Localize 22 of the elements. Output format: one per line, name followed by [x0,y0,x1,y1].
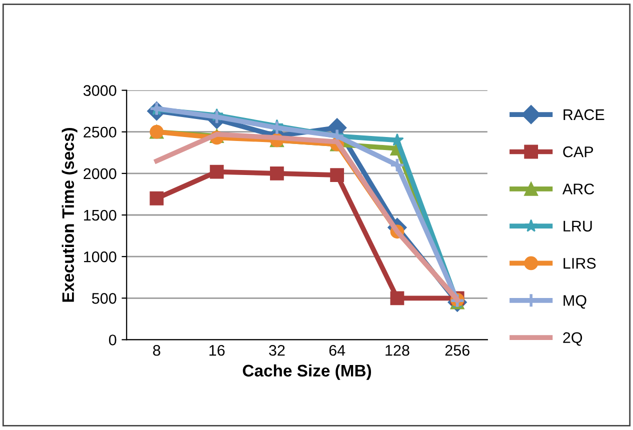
y-tick-label: 500 [92,293,116,304]
legend-label: ARC [562,184,594,194]
legend-label: 2Q [563,332,582,346]
legend-label: MQ [564,295,586,309]
y-tick-label: 1000 [84,251,116,262]
x-tick-label: 256 [445,344,470,356]
x-tick-label: 8 [153,344,160,356]
legend-label: LRU [564,220,592,232]
legend-label: RACE [564,109,604,120]
x-tick-label: 128 [386,344,410,356]
y-tick-label: 2500 [84,126,116,138]
x-axis-title: Cache Size (MB) [242,364,372,380]
legend-label: LIRS [564,258,596,269]
x-tick-label: 32 [269,344,285,356]
y-tick-label: 0 [108,334,116,346]
legend-label: CAP [563,146,594,158]
y-tick-label: 2000 [84,168,116,180]
y-tick-label: 3000 [83,85,116,96]
x-tick-label: 64 [329,344,346,356]
y-tick-label: 1500 [84,210,116,221]
x-tick-label: 16 [209,344,225,356]
y-axis-title: Execution Time (secs) [62,128,78,302]
